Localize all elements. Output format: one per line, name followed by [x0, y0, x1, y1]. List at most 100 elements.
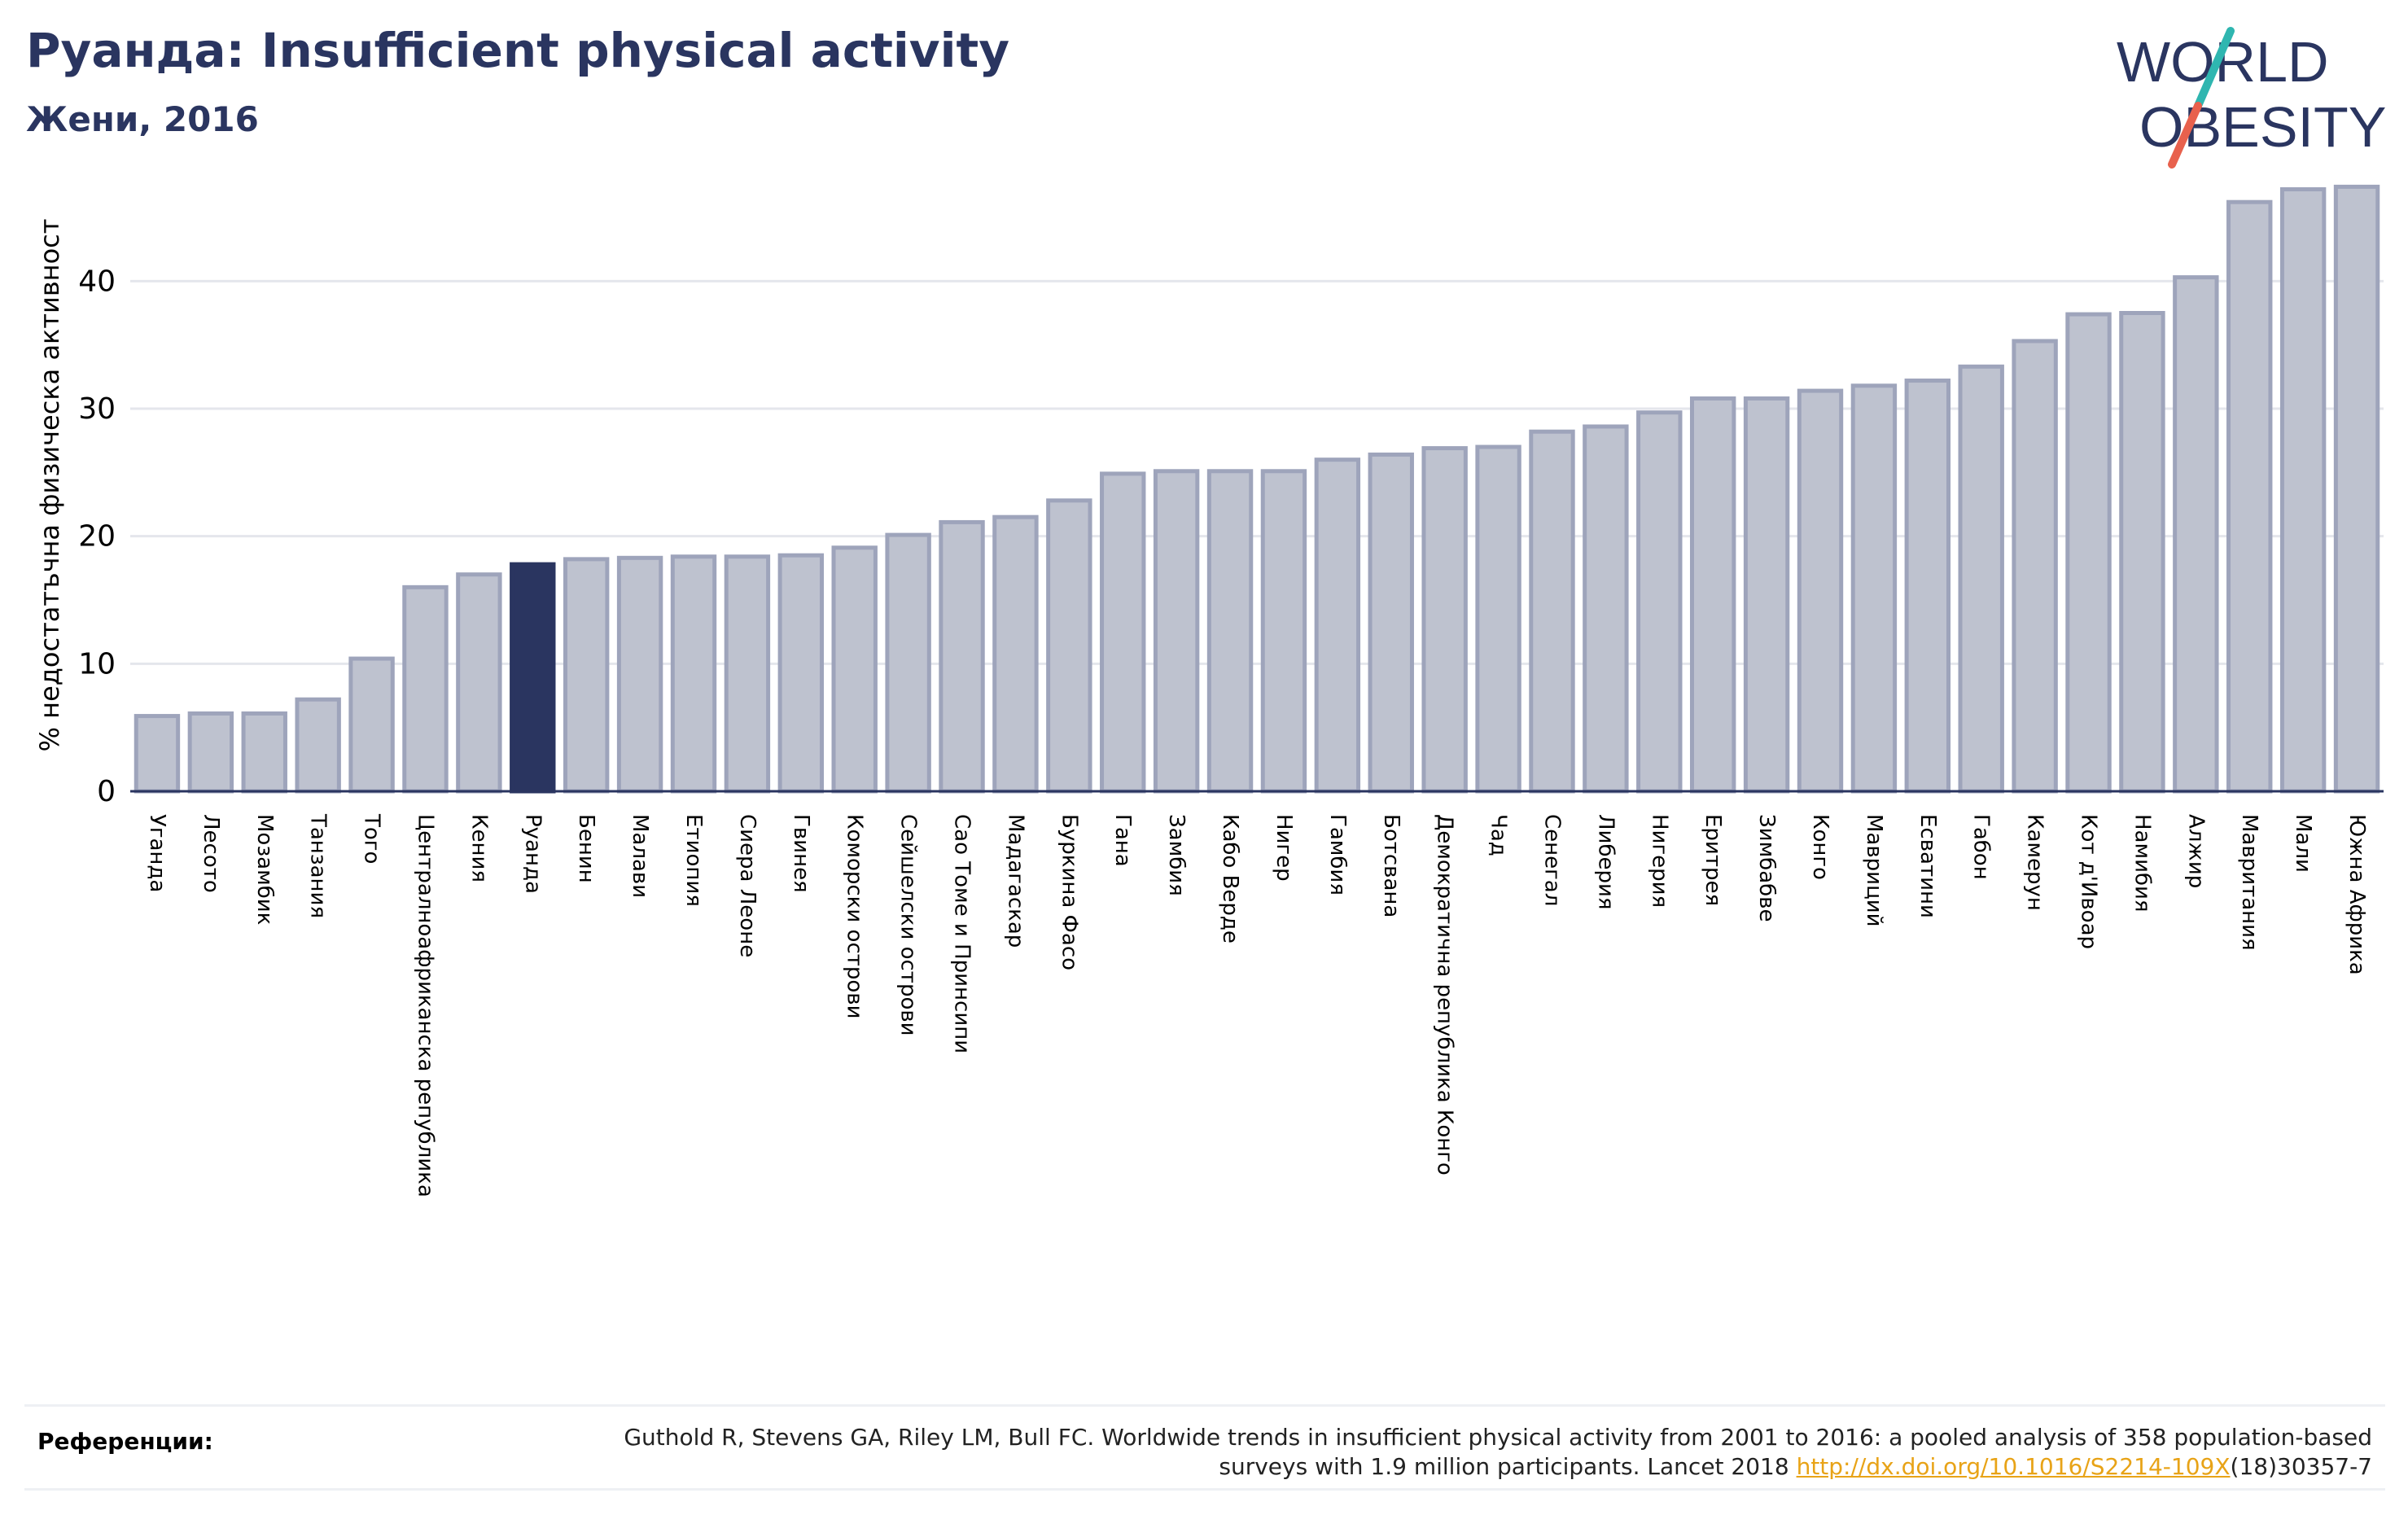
x-tick-label: Мавритания [2237, 814, 2261, 951]
logo-slash-bottom [2168, 102, 2202, 169]
bar [1636, 410, 1683, 794]
bar [295, 697, 341, 794]
x-tick-label: Руанда [520, 814, 545, 894]
x-tick-label: Еритрея [1701, 814, 1725, 906]
x-tick-label: Бенин [574, 814, 598, 883]
x-tick-label: Гамбия [1325, 814, 1350, 895]
x-tick-label: Мавриций [1862, 814, 1886, 927]
x-tick-label: Гана [1110, 814, 1135, 867]
bar-chart: 0 10 20 30 40 Уганда Лесото Мозамбик Танзания Тог… [34, 184, 2384, 1197]
x-tick-label: Буркина Фасо [1057, 814, 1081, 970]
references-section: Референции: Guthold R, Stevens GA, Riley… [24, 1404, 2385, 1491]
bar [885, 532, 931, 794]
bar [1046, 498, 1092, 794]
reference-doi-link[interactable]: http://dx.doi.org/10.1016/S2214-109X [1796, 1453, 2231, 1480]
bar [724, 554, 771, 794]
bar [1475, 444, 1521, 794]
bar [777, 553, 825, 794]
x-tick-label: Ботсвана [1379, 814, 1403, 917]
x-tick-label: Кабо Верде [1218, 814, 1242, 944]
x-tick-label: Нигер [1272, 814, 1296, 882]
references-text: Guthold R, Stevens GA, Riley LM, Bull FC… [581, 1423, 2372, 1482]
x-tick-label: Есватини [1915, 814, 1940, 918]
bar [1743, 396, 1790, 794]
x-tick-label: Малави [628, 814, 652, 898]
bar [563, 557, 610, 794]
x-tick-label: Южна Африка [2345, 814, 2369, 975]
bar [134, 714, 181, 794]
y-tick-label: 30 [78, 392, 116, 426]
chart-title: Руанда: Insufficient physical activity [26, 23, 1010, 78]
bar [1206, 469, 1254, 794]
reference-citation: Guthold R, Stevens GA, Riley LM, Bull FC… [624, 1424, 2372, 1480]
x-tick-label: Алжир [2183, 814, 2208, 888]
bar [402, 584, 449, 794]
x-tick-label: Гвинея [789, 814, 813, 893]
bar [2333, 184, 2380, 794]
bar [1260, 469, 1307, 794]
bar [2226, 199, 2273, 794]
x-tick-label: Либерия [1593, 814, 1618, 910]
x-tick-label: Нигерия [1647, 814, 1671, 908]
bar [1850, 383, 1898, 794]
x-tick-label: Замбия [1164, 814, 1189, 896]
x-tick-label: Зимбабве [1754, 814, 1779, 922]
bar [187, 711, 234, 794]
x-tick-label: Демократична република Конго [1433, 814, 1457, 1176]
bar [1958, 364, 2004, 794]
x-tick-label: Уганда [145, 814, 169, 892]
bar [1689, 396, 1736, 794]
x-tick-label: Кения [466, 814, 491, 882]
x-tick-label: Етиопия [681, 814, 706, 907]
y-axis-label: % недостатъчна физическа активност [34, 219, 65, 752]
y-tick-label: 0 [97, 775, 116, 808]
x-tick-label: Танзания [306, 813, 331, 918]
bar [992, 514, 1039, 794]
x-tick-label: Габон [1969, 814, 1994, 880]
world-obesity-logo: WORLD OBESITY [2117, 27, 2386, 169]
bar [831, 545, 878, 794]
bar [2065, 312, 2112, 794]
bar [1797, 388, 1844, 794]
y-tick-label: 20 [78, 520, 116, 554]
x-tick-label: Конго [1808, 814, 1832, 880]
x-tick-label: Мали [2291, 814, 2315, 873]
x-tick-label: Сао Томе и Принсипи [950, 814, 974, 1053]
x-tick-label: Кот д'Ивоар [2077, 814, 2101, 949]
bar [1100, 471, 1146, 794]
bar [1314, 458, 1361, 794]
bar [670, 554, 717, 794]
x-tick-label: Камерун [2023, 814, 2047, 911]
bar [348, 656, 395, 794]
bar [456, 572, 502, 794]
bar [1583, 424, 1629, 794]
bar [1153, 469, 1200, 794]
bar [2279, 187, 2327, 794]
bar [1421, 446, 1468, 794]
bar [2119, 311, 2165, 794]
reference-citation-end: (18)30357-7 [2230, 1453, 2372, 1480]
x-tick-label: Централноафриканска република [413, 814, 437, 1197]
bar [1368, 452, 1414, 794]
bar [1904, 379, 1951, 794]
bar [1529, 429, 1575, 794]
logo-slash-top [2194, 27, 2235, 110]
x-tick-label: Сейшелски острови [896, 814, 921, 1036]
x-tick-label: Намибия [2130, 814, 2154, 913]
bar [2173, 275, 2219, 794]
x-tick-label: Коморски острови [843, 814, 867, 1019]
references-label: Референции: [37, 1428, 213, 1455]
y-tick-label: 10 [78, 647, 116, 681]
x-tick-label: Мозамбик [252, 814, 277, 925]
bar [510, 562, 556, 794]
chart-subtitle: Жени, 2016 [26, 99, 259, 139]
x-tick-label: Сенегал [1539, 814, 1564, 906]
bar [939, 519, 985, 794]
x-tick-label: Лесото [199, 814, 223, 893]
bar [241, 711, 287, 794]
bar [2012, 339, 2058, 794]
x-tick-label: Мадагаскар [1003, 814, 1027, 948]
x-tick-label: Чад [1486, 814, 1511, 856]
x-tick-label: Того [360, 813, 384, 864]
x-tick-label: Сиера Леоне [735, 814, 760, 957]
